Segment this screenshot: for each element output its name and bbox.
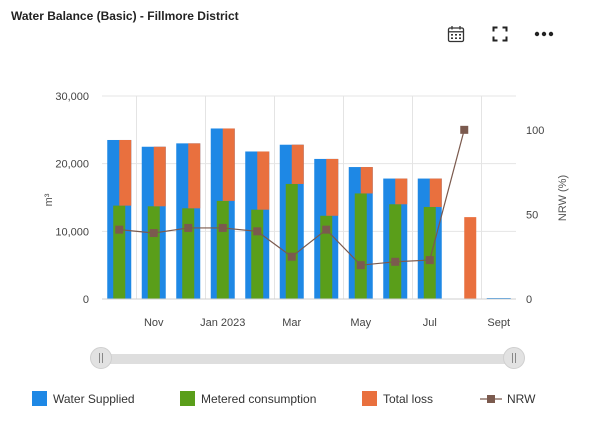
- legend-swatch: [32, 391, 47, 406]
- y-tick-label: 20,000: [55, 159, 89, 171]
- x-tick-label: Mar: [282, 317, 301, 329]
- range-slider-end-handle[interactable]: [503, 347, 525, 369]
- axes: 0 10,000 20,000 30,000 0 50 100 Nov Jan 2023 Mar M…: [43, 91, 569, 329]
- bar-metered-consumption: [113, 205, 126, 299]
- y2-tick-label: 0: [526, 294, 532, 306]
- bar-metered-consumption: [389, 204, 402, 299]
- legend-item-nrw[interactable]: NRW: [480, 392, 535, 406]
- y2-tick-label: 100: [526, 125, 544, 137]
- calendar-icon: [447, 26, 465, 43]
- nrw-point: [356, 261, 365, 270]
- legend-swatch: [362, 391, 377, 406]
- y-tick-label: 10,000: [55, 226, 89, 238]
- nrw-point: [391, 257, 400, 266]
- legend-label: Metered consumption: [201, 391, 317, 406]
- more-options-icon: [534, 31, 554, 37]
- bar-metered-consumption: [285, 183, 298, 299]
- bar-metered-consumption: [251, 209, 264, 299]
- fullscreen-icon: [492, 26, 508, 42]
- legend-swatch: [180, 391, 195, 406]
- legend-line-marker: [480, 394, 502, 403]
- nrw-point: [184, 223, 193, 232]
- bar-total-loss: [429, 178, 442, 207]
- bar-total-loss: [119, 139, 132, 206]
- bar-total-loss: [326, 158, 339, 216]
- nrw-point: [322, 225, 331, 234]
- bar-total-loss: [257, 151, 270, 210]
- bar-total-loss: [153, 146, 166, 207]
- range-slider[interactable]: [90, 347, 525, 371]
- bar-metered-consumption: [423, 206, 436, 299]
- water-balance-chart: 0 10,000 20,000 30,000 0 50 100 Nov Jan 2023 Mar M…: [43, 91, 569, 329]
- y-tick-label: 0: [83, 294, 89, 306]
- legend-label: Water Supplied: [53, 391, 135, 406]
- legend-label: Total loss: [383, 391, 434, 406]
- bar-total-loss: [360, 167, 373, 194]
- bars: [107, 128, 511, 300]
- more-options-button[interactable]: [522, 22, 566, 46]
- chart-legend: Water Supplied Metered consumption Total…: [32, 391, 542, 406]
- y2-axis-title: NRW (%): [557, 175, 569, 221]
- x-tick-label: Nov: [144, 317, 164, 329]
- legend-label: NRW: [507, 391, 536, 406]
- nrw-point: [460, 125, 469, 134]
- fullscreen-button[interactable]: [478, 22, 522, 46]
- nrw-point: [218, 223, 227, 232]
- bar-total-loss: [395, 178, 408, 205]
- nrw-point: [287, 252, 296, 261]
- nrw-point: [115, 225, 124, 234]
- nrw-point: [425, 256, 434, 265]
- y-axis-title: m³: [43, 193, 55, 206]
- legend-item-metered-consumption[interactable]: Metered consumption: [180, 391, 362, 406]
- bar-metered-consumption: [147, 206, 160, 299]
- x-tick-label: Jan 2023: [200, 317, 245, 329]
- legend-item-water-supplied[interactable]: Water Supplied: [32, 391, 180, 406]
- bar-metered-consumption: [182, 208, 195, 299]
- grip-icon: [512, 353, 516, 363]
- x-tick-label: May: [350, 317, 371, 329]
- x-tick-label: Jul: [423, 317, 437, 329]
- nrw-point: [253, 227, 262, 236]
- range-slider-track[interactable]: [102, 354, 513, 364]
- bar-total-loss: [464, 217, 477, 299]
- nrw-point: [149, 229, 158, 238]
- bar-total-loss: [188, 143, 201, 209]
- y-tick-label: 30,000: [55, 91, 89, 103]
- legend-item-total-loss[interactable]: Total loss: [362, 391, 480, 406]
- x-tick-label: Sept: [487, 317, 510, 329]
- bar-metered-consumption: [216, 200, 229, 299]
- bar-metered-consumption: [354, 193, 367, 299]
- bar-metered-consumption: [320, 215, 333, 299]
- calendar-button[interactable]: [434, 22, 478, 46]
- chart-toolbar: [434, 22, 566, 46]
- y2-tick-label: 50: [526, 209, 538, 221]
- nrw-line: [115, 125, 469, 270]
- bar-total-loss: [291, 144, 304, 184]
- chart-title: Water Balance (Basic) - Fillmore Distric…: [11, 9, 239, 23]
- range-slider-start-handle[interactable]: [90, 347, 112, 369]
- grip-icon: [99, 353, 103, 363]
- bar-total-loss: [222, 128, 235, 201]
